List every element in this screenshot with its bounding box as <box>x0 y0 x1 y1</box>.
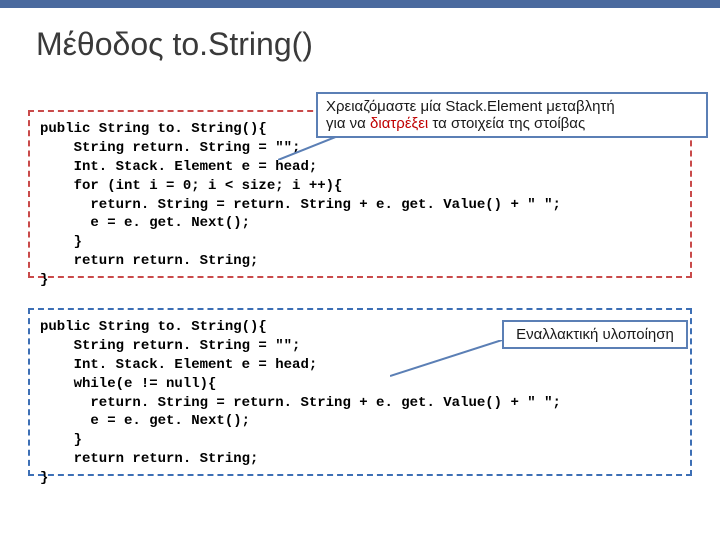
page-title: Μέθοδος to.String() <box>0 8 720 71</box>
callout1-line2a: για να <box>326 115 370 132</box>
top-bar <box>0 0 720 8</box>
callout1-line1: Χρειαζόμαστε μία Stack.Element μεταβλητή <box>326 98 615 115</box>
callout-need-variable: Χρειαζόμαστε μία Stack.Element μεταβλητή… <box>316 92 708 138</box>
callout-alternative: Εναλλακτική υλοποίηση <box>502 320 688 349</box>
callout1-line2c: τα στοιχεία της στοίβας <box>428 115 585 132</box>
callout1-line2b: διατρέξει <box>370 115 428 132</box>
callout2-connector <box>390 340 510 380</box>
callout1-connector <box>278 136 338 160</box>
